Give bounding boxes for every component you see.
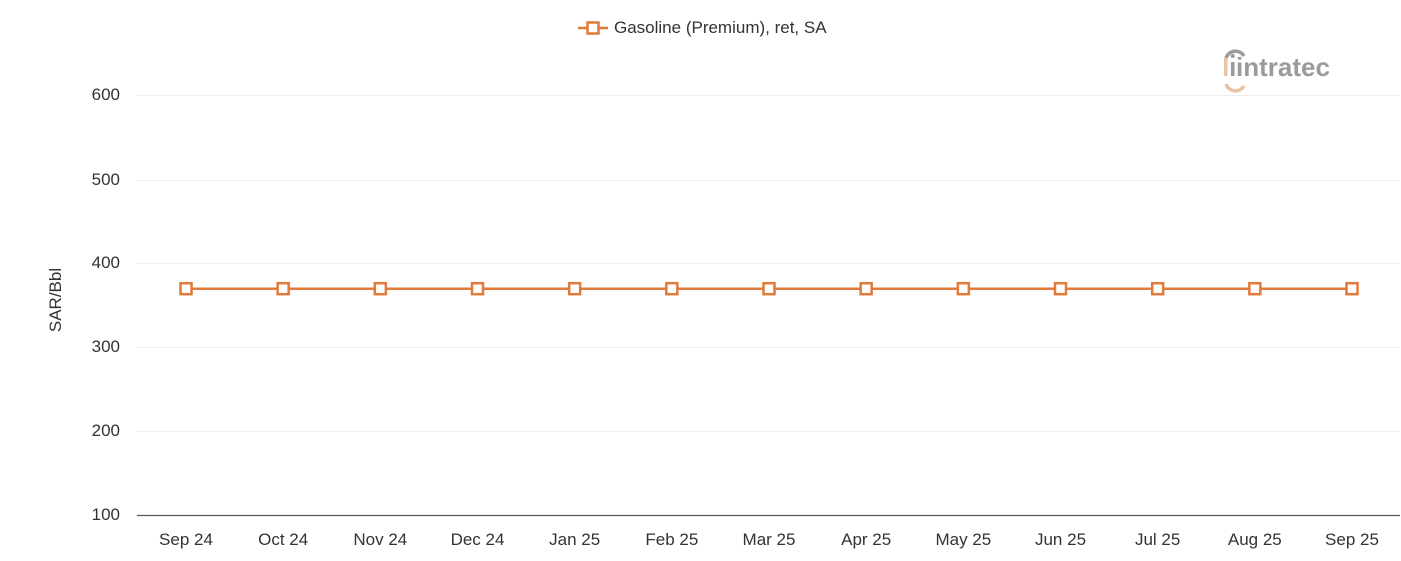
data-point-marker[interactable] xyxy=(470,281,485,296)
svg-text:intratec: intratec xyxy=(1236,52,1330,82)
data-point-marker[interactable] xyxy=(373,281,388,296)
data-point-marker[interactable] xyxy=(276,281,290,296)
x-tick-label: Aug 25 xyxy=(1227,530,1282,549)
data-point-marker[interactable] xyxy=(762,281,776,296)
x-tick-label: Jul 25 xyxy=(1134,530,1181,549)
data-point-marker[interactable] xyxy=(859,281,873,296)
chart-legend[interactable]: Gasoline (Premium), ret, SA xyxy=(578,18,827,38)
y-tick-100: 100 xyxy=(91,505,120,524)
y-tick-200: 200 xyxy=(91,421,120,440)
x-tick-label: Dec 24 xyxy=(450,530,505,549)
data-point-marker[interactable] xyxy=(1345,281,1359,296)
x-tick-label: Nov 24 xyxy=(353,530,408,549)
x-tick-label: Feb 25 xyxy=(645,530,699,549)
x-tick-label: Mar 25 xyxy=(742,530,796,549)
series-gasoline-premium xyxy=(179,281,1359,296)
y-tick-600: 600 xyxy=(91,85,120,104)
x-tick-label: Jun 25 xyxy=(1034,530,1087,549)
y-tick-300: 300 xyxy=(91,337,120,356)
data-point-marker[interactable] xyxy=(179,281,193,296)
data-point-marker[interactable] xyxy=(567,281,582,296)
data-point-marker[interactable] xyxy=(956,281,971,296)
y-tick-400: 400 xyxy=(91,253,120,272)
x-tick-label: Apr 25 xyxy=(841,530,892,549)
x-tick-label: Sep 24 xyxy=(159,530,213,549)
gridlines xyxy=(137,95,1400,432)
y-tick-500: 500 xyxy=(91,170,120,189)
data-point-marker[interactable] xyxy=(665,281,679,296)
x-tick-label: Sep 25 xyxy=(1325,530,1379,549)
data-point-marker[interactable] xyxy=(1053,281,1068,296)
x-tick-label: Oct 24 xyxy=(258,530,309,549)
data-point-marker[interactable] xyxy=(1150,281,1165,296)
x-tick-label: May 25 xyxy=(935,530,992,549)
x-tick-label: Jan 25 xyxy=(549,530,601,549)
legend-line-square-marker-icon xyxy=(578,21,608,35)
data-point-marker[interactable] xyxy=(1248,281,1262,296)
intratec-logo-icon: intratec xyxy=(1224,49,1330,93)
legend-label: Gasoline (Premium), ret, SA xyxy=(614,18,827,37)
